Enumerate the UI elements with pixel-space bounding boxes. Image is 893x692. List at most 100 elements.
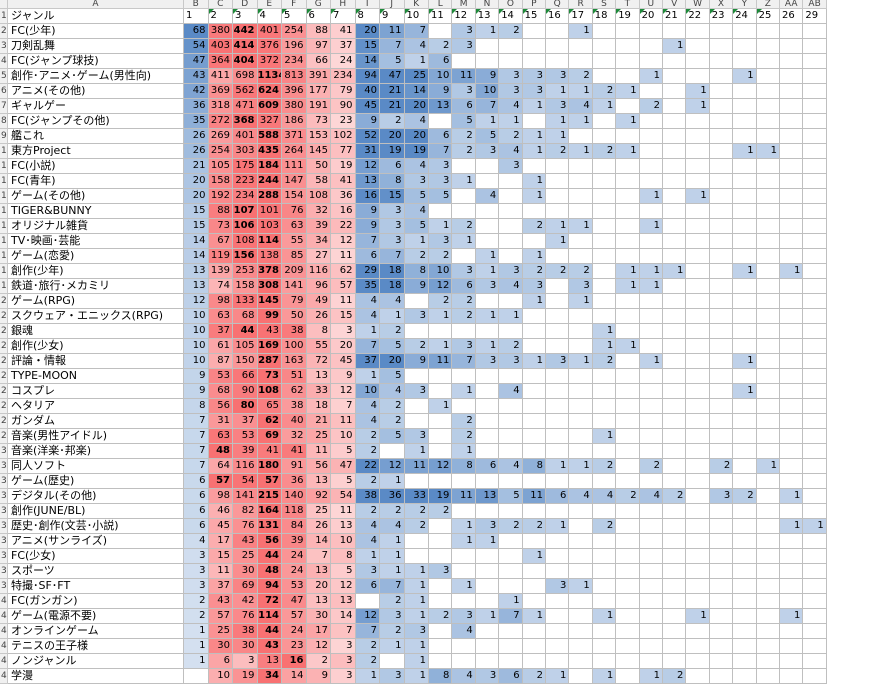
data-cell[interactable] xyxy=(546,624,570,639)
data-cell[interactable] xyxy=(522,39,546,54)
data-cell[interactable] xyxy=(780,414,804,429)
data-cell[interactable] xyxy=(569,159,593,174)
data-cell[interactable]: 107 xyxy=(233,204,258,219)
data-cell[interactable] xyxy=(733,54,757,69)
data-cell[interactable]: 36 xyxy=(282,474,307,489)
data-cell[interactable]: 3 xyxy=(709,489,734,504)
data-cell[interactable] xyxy=(686,129,710,144)
genre-cell[interactable]: FC(少女) xyxy=(8,549,184,564)
data-cell[interactable]: 88 xyxy=(208,204,233,219)
data-cell[interactable]: 35 xyxy=(184,114,209,129)
data-cell[interactable]: 19 xyxy=(404,144,429,159)
data-cell[interactable] xyxy=(639,369,663,384)
data-cell[interactable] xyxy=(592,159,617,174)
data-cell[interactable] xyxy=(756,399,780,414)
data-cell[interactable]: 1 xyxy=(380,534,405,549)
data-cell[interactable]: 1 xyxy=(522,609,546,624)
data-cell[interactable]: 50 xyxy=(306,159,331,174)
data-cell[interactable]: 1 xyxy=(475,339,500,354)
data-cell[interactable]: 41 xyxy=(282,444,307,459)
column-header[interactable]: T xyxy=(616,0,640,9)
data-cell[interactable]: 9 xyxy=(184,369,209,384)
header-cell[interactable]: 26 xyxy=(780,9,804,24)
data-cell[interactable] xyxy=(803,384,827,399)
data-cell[interactable] xyxy=(733,579,757,594)
data-cell[interactable]: 45 xyxy=(331,354,356,369)
data-cell[interactable] xyxy=(733,204,757,219)
data-cell[interactable]: 1 xyxy=(355,669,380,684)
data-cell[interactable]: 411 xyxy=(208,69,233,84)
data-cell[interactable] xyxy=(709,249,734,264)
data-cell[interactable]: 1 xyxy=(429,339,453,354)
data-cell[interactable]: 58 xyxy=(306,174,331,189)
data-cell[interactable] xyxy=(780,144,804,159)
data-cell[interactable]: 698 xyxy=(233,69,258,84)
data-cell[interactable] xyxy=(686,564,710,579)
data-cell[interactable] xyxy=(733,114,757,129)
data-cell[interactable]: 36 xyxy=(380,489,405,504)
data-cell[interactable]: 76 xyxy=(233,519,258,534)
data-cell[interactable] xyxy=(780,84,804,99)
data-cell[interactable] xyxy=(546,444,570,459)
data-cell[interactable]: 1 xyxy=(522,189,546,204)
data-cell[interactable]: 1 xyxy=(475,309,500,324)
data-cell[interactable]: 1 xyxy=(522,294,546,309)
data-cell[interactable]: 2 xyxy=(380,594,405,609)
row-header[interactable]: 32 xyxy=(0,474,8,489)
data-cell[interactable] xyxy=(499,564,523,579)
data-cell[interactable]: 24 xyxy=(282,549,307,564)
data-cell[interactable]: 62 xyxy=(257,414,282,429)
data-cell[interactable] xyxy=(355,594,380,609)
data-cell[interactable]: 4 xyxy=(355,519,380,534)
row-header[interactable]: 3 xyxy=(0,39,8,54)
data-cell[interactable] xyxy=(709,429,734,444)
data-cell[interactable]: 69 xyxy=(233,579,258,594)
data-cell[interactable]: 1 xyxy=(686,99,710,114)
data-cell[interactable] xyxy=(569,54,593,69)
data-cell[interactable] xyxy=(522,429,546,444)
data-cell[interactable]: 4 xyxy=(569,489,593,504)
data-cell[interactable]: 7 xyxy=(184,414,209,429)
data-cell[interactable] xyxy=(756,534,780,549)
data-cell[interactable] xyxy=(803,219,827,234)
data-cell[interactable]: 244 xyxy=(257,174,282,189)
data-cell[interactable] xyxy=(733,219,757,234)
data-cell[interactable]: 1 xyxy=(569,354,593,369)
data-cell[interactable] xyxy=(404,399,429,414)
data-cell[interactable] xyxy=(569,429,593,444)
data-cell[interactable] xyxy=(733,189,757,204)
data-cell[interactable]: 116 xyxy=(306,264,331,279)
data-cell[interactable]: 10 xyxy=(208,669,233,684)
data-cell[interactable] xyxy=(663,279,687,294)
data-cell[interactable] xyxy=(803,669,827,684)
data-cell[interactable]: 9 xyxy=(475,69,500,84)
genre-cell[interactable]: 歴史･創作(文芸･小説) xyxy=(8,519,184,534)
data-cell[interactable]: 39 xyxy=(282,534,307,549)
data-cell[interactable] xyxy=(686,384,710,399)
data-cell[interactable]: 6 xyxy=(475,459,500,474)
data-cell[interactable]: 435 xyxy=(257,144,282,159)
data-cell[interactable] xyxy=(616,669,640,684)
data-cell[interactable]: 3 xyxy=(380,234,405,249)
data-cell[interactable] xyxy=(756,189,780,204)
data-cell[interactable] xyxy=(429,474,453,489)
data-cell[interactable] xyxy=(475,639,500,654)
data-cell[interactable] xyxy=(733,399,757,414)
data-cell[interactable] xyxy=(756,99,780,114)
data-cell[interactable]: 1 xyxy=(780,609,804,624)
data-cell[interactable] xyxy=(756,234,780,249)
data-cell[interactable] xyxy=(733,279,757,294)
data-cell[interactable]: 327 xyxy=(257,114,282,129)
data-cell[interactable] xyxy=(569,444,593,459)
data-cell[interactable]: 254 xyxy=(208,144,233,159)
genre-cell[interactable]: 同人ソフト xyxy=(8,459,184,474)
data-cell[interactable]: 2 xyxy=(355,444,380,459)
data-cell[interactable] xyxy=(616,354,640,369)
data-cell[interactable] xyxy=(686,294,710,309)
data-cell[interactable] xyxy=(569,369,593,384)
data-cell[interactable]: 4 xyxy=(355,399,380,414)
data-cell[interactable] xyxy=(709,639,734,654)
data-cell[interactable]: 3 xyxy=(475,279,500,294)
data-cell[interactable] xyxy=(686,144,710,159)
data-cell[interactable] xyxy=(803,594,827,609)
